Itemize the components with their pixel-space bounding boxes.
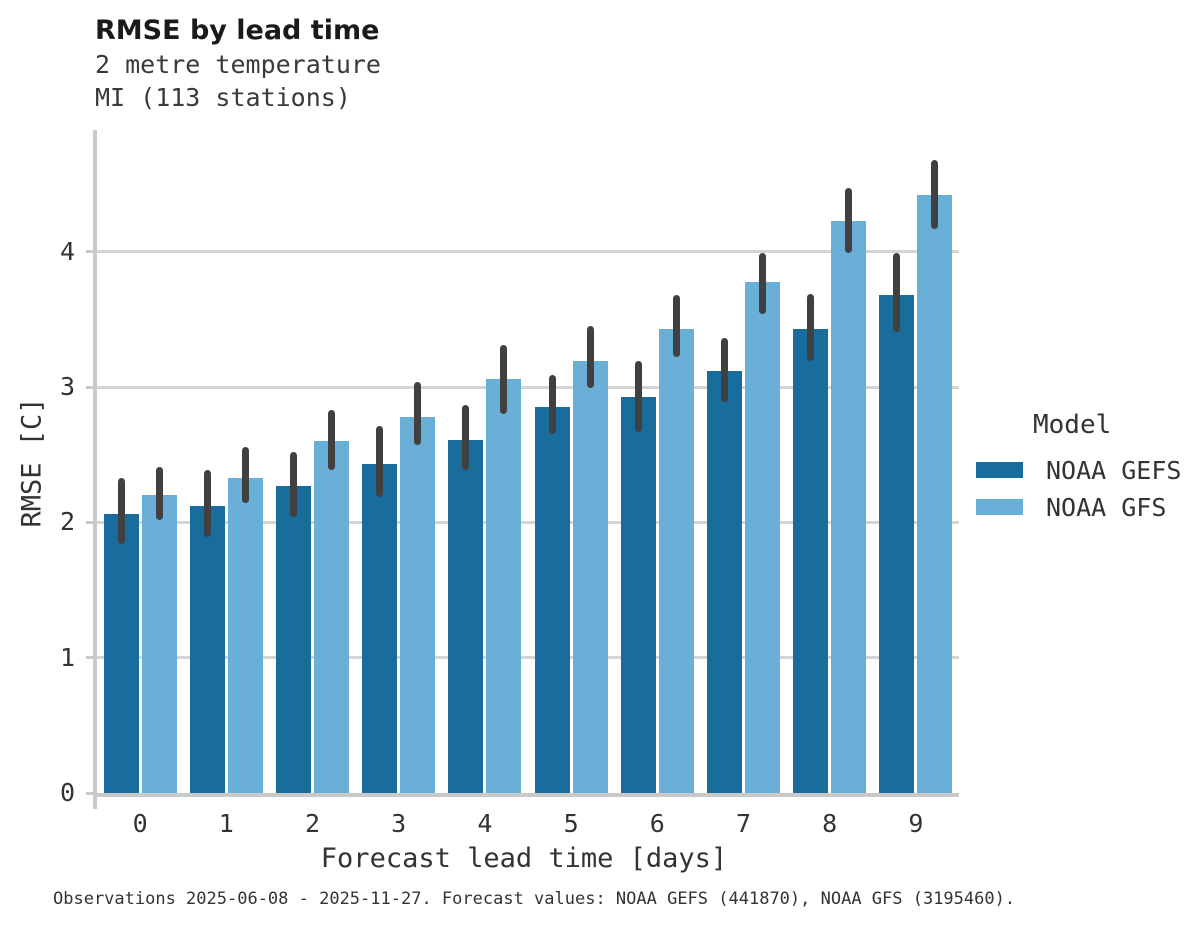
legend-entry-gefs: NOAA GEFS	[976, 456, 1181, 485]
error-bar-gfs-lead2	[328, 410, 335, 470]
error-bar-gefs-lead3	[376, 426, 384, 497]
error-bar-gefs-lead2	[290, 452, 297, 517]
bar-gefs-lead0	[103, 514, 139, 793]
caption-observations: Observations 2025-06-08 - 2025-11-27. Fo…	[53, 889, 1016, 909]
error-bar-gefs-lead1	[203, 469, 211, 538]
bar-gfs-lead2	[314, 441, 349, 793]
bar-gfs-lead6	[658, 328, 694, 793]
legend-swatch-gfs	[976, 499, 1023, 515]
error-bar-gfs-lead6	[672, 295, 680, 358]
y-tick-label-1: 1	[59, 642, 75, 672]
x-tick-label-0: 0	[132, 809, 148, 838]
legend-swatch-gefs	[976, 462, 1023, 478]
y-tick-mark-3	[86, 385, 93, 389]
error-bar-gfs-lead1	[241, 446, 249, 504]
legend: Model NOAA GEFS NOAA GFS	[976, 409, 1181, 522]
chart-subtitle-variable: 2 metre temperature	[95, 50, 381, 79]
x-tick-label-3: 3	[391, 809, 407, 838]
bar-gefs-lead8	[793, 328, 829, 793]
error-bar-gefs-lead9	[893, 253, 901, 332]
error-bar-gfs-lead9	[931, 159, 939, 229]
error-bar-gfs-lead3	[414, 381, 422, 446]
legend-label-gefs: NOAA GEFS	[1046, 455, 1182, 485]
plot-area: 0 1 2 3 4 0 1 2 3 4 5 6 7 8 9	[60, 130, 959, 836]
bar-gfs-lead1	[227, 477, 263, 793]
bar-gefs-lead6	[620, 396, 656, 793]
gridline-y1	[97, 656, 959, 660]
chart-subtitle-region: MI (113 stations)	[95, 83, 351, 112]
bar-gefs-lead9	[879, 295, 915, 793]
y-tick-mark-2	[86, 520, 93, 524]
error-bar-gfs-lead0	[155, 466, 163, 520]
x-tick-label-7: 7	[735, 809, 752, 838]
error-bar-gfs-lead7	[759, 253, 766, 315]
bar-gefs-lead4	[448, 439, 484, 793]
x-tick-label-4: 4	[477, 809, 493, 838]
x-tick-label-2: 2	[304, 809, 321, 838]
y-tick-label-3: 3	[59, 372, 75, 402]
bar-gfs-lead0	[141, 495, 177, 793]
x-tick-label-6: 6	[649, 809, 665, 838]
gridline-y4	[97, 250, 959, 254]
error-bar-gefs-lead8	[807, 293, 815, 362]
error-bar-gefs-lead5	[548, 374, 556, 435]
bar-gefs-lead2	[276, 485, 311, 793]
bar-gfs-lead5	[572, 361, 608, 793]
error-bar-gfs-lead4	[500, 345, 508, 415]
y-tick-label-2: 2	[59, 507, 75, 537]
error-bar-gefs-lead7	[721, 338, 728, 402]
y-tick-mark-0	[86, 791, 93, 795]
chart-header: RMSE by lead time 2 metre temperature MI…	[95, 14, 381, 114]
y-tick-label-0: 0	[59, 778, 75, 807]
y-tick-label-4: 4	[59, 236, 75, 266]
y-axis-title: RMSE [C]	[16, 397, 48, 528]
legend-title: Model	[1033, 410, 1112, 440]
x-tick-label-9: 9	[908, 809, 924, 838]
error-bar-gefs-lead6	[634, 361, 642, 432]
bar-gefs-lead7	[707, 370, 742, 793]
bar-gfs-lead9	[917, 194, 953, 793]
bar-gfs-lead3	[400, 416, 436, 793]
x-tick-label-5: 5	[563, 809, 579, 838]
bar-gefs-lead5	[534, 407, 570, 793]
gridline-y3	[97, 385, 959, 389]
error-bar-gfs-lead5	[586, 326, 594, 389]
bar-gefs-lead1	[189, 506, 225, 793]
bar-gfs-lead7	[745, 281, 780, 793]
bar-gefs-lead3	[362, 464, 398, 793]
x-tick-label-1: 1	[218, 809, 234, 838]
y-axis-line-tail	[93, 797, 97, 809]
gridline-y2	[97, 520, 959, 524]
x-axis-title: Forecast lead time [days]	[320, 843, 728, 874]
bar-gfs-lead4	[486, 378, 522, 793]
x-tick-label-8: 8	[822, 809, 838, 838]
error-bar-gefs-lead0	[117, 477, 125, 545]
error-bar-gefs-lead4	[462, 404, 470, 470]
chart-title: RMSE by lead time	[95, 15, 380, 46]
y-tick-mark-4	[86, 250, 93, 254]
error-bar-gfs-lead8	[845, 188, 853, 254]
bar-gfs-lead8	[831, 220, 867, 793]
legend-entry-gfs: NOAA GFS	[976, 493, 1181, 522]
y-tick-mark-1	[86, 656, 93, 660]
legend-label-gfs: NOAA GFS	[1046, 492, 1167, 522]
